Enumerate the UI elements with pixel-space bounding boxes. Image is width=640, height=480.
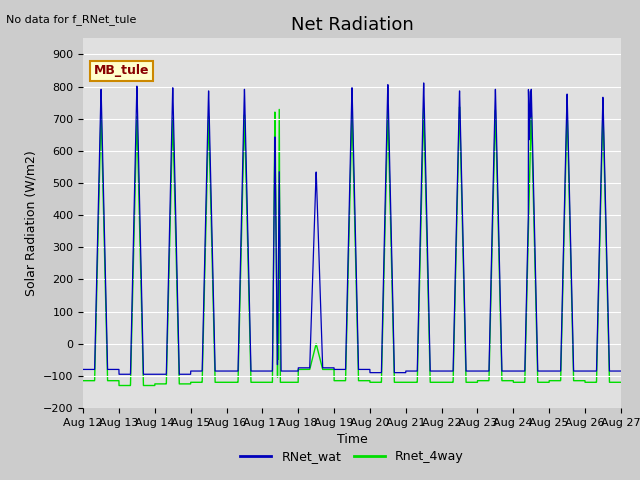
Title: Net Radiation: Net Radiation xyxy=(291,16,413,34)
Legend: RNet_wat, Rnet_4way: RNet_wat, Rnet_4way xyxy=(235,445,469,468)
RNet_wat xyxy=(176,372,184,377)
RNet_wat xyxy=(503,368,511,374)
Rnet_4way xyxy=(503,378,511,384)
RNet_wat xyxy=(115,372,123,377)
Rnet_4way xyxy=(115,383,123,388)
Rnet_4way xyxy=(332,378,340,384)
Rnet_4way xyxy=(79,378,87,384)
RNet_wat xyxy=(79,367,87,372)
Rnet_4way xyxy=(473,379,481,385)
RNet_wat xyxy=(443,368,451,374)
RNet_wat xyxy=(420,80,428,86)
Rnet_4way xyxy=(443,379,451,385)
Text: MB_tule: MB_tule xyxy=(94,64,150,77)
Y-axis label: Solar Radiation (W/m2): Solar Radiation (W/m2) xyxy=(24,150,37,296)
Text: No data for f_RNet_tule: No data for f_RNet_tule xyxy=(6,14,137,25)
Line: Rnet_4way: Rnet_4way xyxy=(83,107,621,385)
X-axis label: Time: Time xyxy=(337,433,367,446)
Rnet_4way xyxy=(617,379,625,385)
RNet_wat xyxy=(332,367,340,372)
RNet_wat xyxy=(616,368,624,374)
Rnet_4way xyxy=(176,381,184,387)
RNet_wat xyxy=(617,368,625,374)
Rnet_4way xyxy=(616,379,624,385)
RNet_wat xyxy=(473,368,481,374)
Rnet_4way xyxy=(456,104,463,110)
Line: RNet_wat: RNet_wat xyxy=(83,83,621,374)
